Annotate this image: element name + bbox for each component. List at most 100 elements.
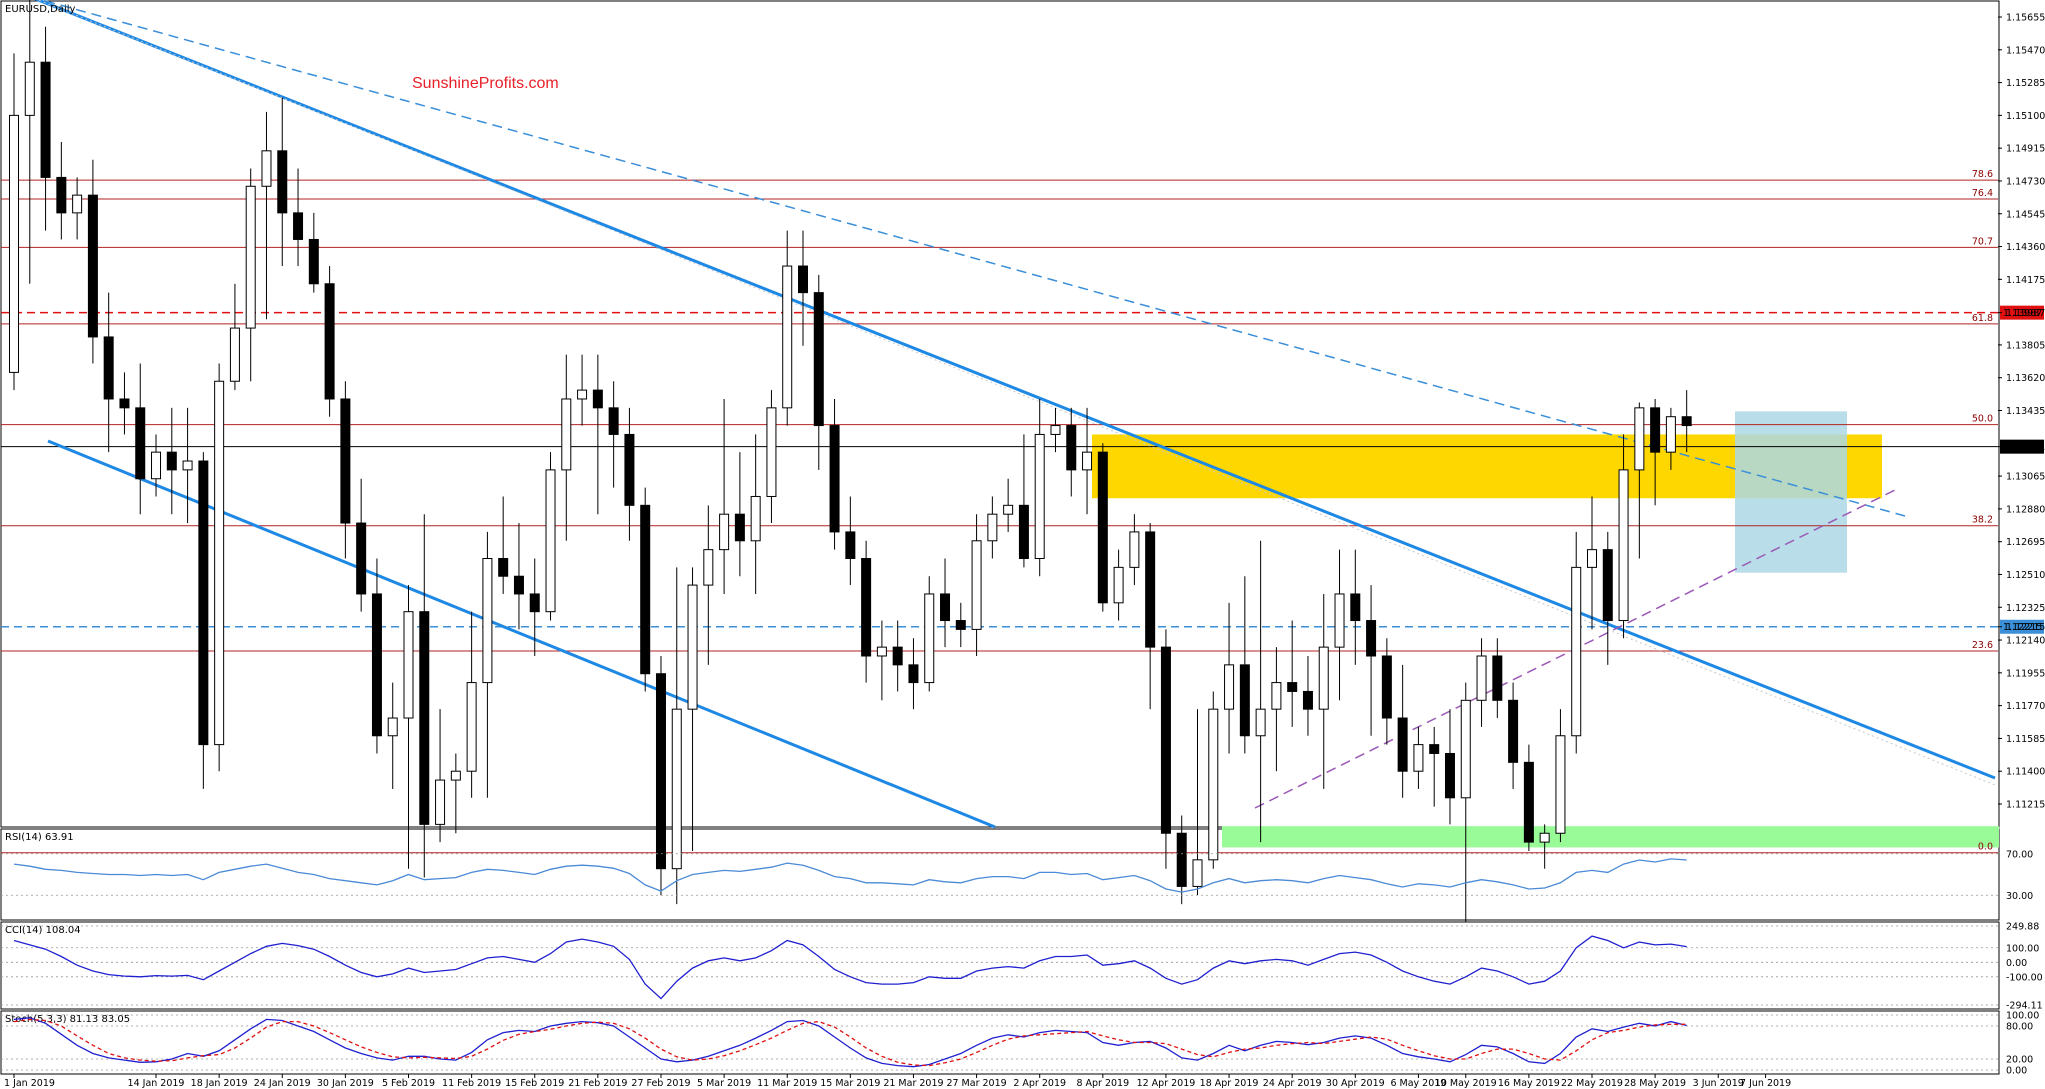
bearish-candle [1508, 699, 1519, 763]
date-tick-label: 5 Feb 2019 [382, 1078, 435, 1089]
bullish-candle [719, 513, 730, 551]
price-tick-label: 1.11955 [2006, 668, 2045, 679]
fib-level-label: 0.0 [1978, 842, 1993, 853]
bullish-candle [703, 549, 714, 586]
dashed-downtrend-line [39, 0, 1906, 517]
fib-level-label: 50.0 [1972, 414, 1993, 425]
date-tick-label: 28 May 2019 [1624, 1078, 1686, 1089]
date-tick-label: 16 May 2019 [1498, 1078, 1560, 1089]
bullish-candle [1413, 744, 1424, 772]
bearish-candle [1681, 416, 1692, 427]
price-tick-label: 1.15285 [2006, 78, 2045, 89]
date-tick-label: 22 May 2019 [1561, 1078, 1623, 1089]
bearish-candle [798, 265, 808, 294]
price-tick-label: 1.13620 [2006, 373, 2045, 384]
indicator-series-line [13, 935, 1687, 1000]
level-price-label: 1.12215 [2003, 622, 2042, 633]
date-tick-label: 12 Apr 2019 [1137, 1078, 1196, 1089]
bullish-candle [1113, 566, 1124, 604]
date-tick-label: 24 Apr 2019 [1263, 1078, 1322, 1089]
price-layer: 10078.676.470.761.850.038.223.60.0 [1, 0, 1999, 922]
price-tick-label: 1.14545 [2006, 209, 2045, 220]
bullish-candle [876, 646, 887, 657]
bearish-candle [892, 646, 903, 666]
price-tick-label: 1.12880 [2006, 504, 2045, 515]
fib-level-label: 23.6 [1972, 640, 1993, 651]
bullish-candle [687, 584, 698, 710]
bullish-candle [782, 265, 793, 409]
bullish-candle [1334, 593, 1345, 648]
bearish-candle [1239, 664, 1250, 737]
date-tick-label: 18 Jan 2019 [191, 1078, 248, 1089]
bearish-candle [624, 433, 635, 506]
bullish-candle [577, 389, 588, 400]
bearish-candle [640, 504, 651, 675]
bullish-candle [1460, 699, 1471, 799]
bullish-candle [24, 61, 35, 116]
bullish-candle [1539, 832, 1550, 843]
main-downtrend-line [34, 0, 1996, 780]
watermark: SunshineProfits.com [412, 75, 559, 92]
price-panel-frame [0, 0, 2000, 828]
bearish-candle [734, 513, 745, 542]
bearish-candle [1160, 646, 1171, 834]
target-zone [1735, 411, 1847, 573]
date-tick-label: 1 Jan 2019 [4, 1078, 55, 1089]
bearish-candle [419, 611, 430, 825]
bearish-candle [1176, 832, 1187, 887]
indicator-series-line [13, 1018, 1687, 1067]
price-tick-label: 1.14915 [2006, 144, 2045, 155]
indicator-tick-label: -100.00 [2006, 972, 2043, 983]
date-tick-label: 15 Mar 2019 [820, 1078, 880, 1089]
bullish-candle [182, 460, 193, 471]
bearish-candle [1097, 451, 1108, 604]
bullish-candle [1082, 451, 1093, 471]
bearish-candle [1602, 549, 1613, 622]
price-tick-label: 1.11215 [2006, 800, 2045, 811]
price-tick-label: 1.12510 [2006, 570, 2045, 581]
current-price-label: 1.13231 [2003, 442, 2042, 453]
indicator-tick-label: 249.88 [2006, 922, 2039, 933]
bearish-candle [1429, 744, 1440, 754]
price-tick-label: 1.13805 [2006, 340, 2045, 351]
price-tick-label: 1.13987 [2006, 308, 2045, 319]
price-tick-label: 1.15470 [2006, 45, 2045, 56]
bearish-candle [655, 673, 666, 870]
bullish-candle [1003, 504, 1014, 515]
bearish-candle [324, 283, 335, 400]
bullish-candle [545, 469, 556, 613]
date-tick-label: 14 Jan 2019 [128, 1078, 185, 1089]
bullish-candle [1271, 682, 1282, 710]
bullish-candle [1034, 433, 1045, 560]
bearish-candle [308, 238, 319, 285]
bearish-candle [1381, 655, 1392, 719]
date-tick-label: 2 Apr 2019 [1013, 1078, 1066, 1089]
bearish-candle [940, 593, 951, 622]
date-tick-label: 8 Apr 2019 [1076, 1078, 1129, 1089]
bearish-candle [135, 407, 146, 480]
bullish-candle [151, 451, 162, 480]
channel-lower-line [47, 439, 996, 829]
date-tick-label: 27 Mar 2019 [946, 1078, 1006, 1089]
bullish-candle [1634, 407, 1645, 471]
bearish-candle [1523, 761, 1534, 843]
bearish-candle [103, 336, 114, 400]
date-tick-label: 10 May 2019 [1435, 1078, 1497, 1089]
support-zone [1222, 826, 1999, 848]
bullish-candle [1555, 735, 1566, 834]
bearish-candle [813, 292, 824, 427]
bullish-candle [466, 682, 477, 772]
date-tick-label: 21 Mar 2019 [883, 1078, 943, 1089]
bearish-candle [829, 425, 840, 533]
bearish-candle [277, 150, 288, 214]
rsi-panel-frame [0, 828, 2000, 921]
bullish-candle [561, 398, 572, 471]
fib-level-label: 78.6 [1972, 169, 1993, 180]
price-tick-label: 1.15100 [2006, 111, 2045, 122]
bullish-candle [1129, 531, 1140, 568]
price-tick-label: 1.12695 [2006, 537, 2045, 548]
date-tick-label: 30 Jan 2019 [317, 1078, 374, 1089]
indicator-tick-label: 30.00 [2006, 891, 2033, 902]
bearish-candle [56, 176, 67, 214]
